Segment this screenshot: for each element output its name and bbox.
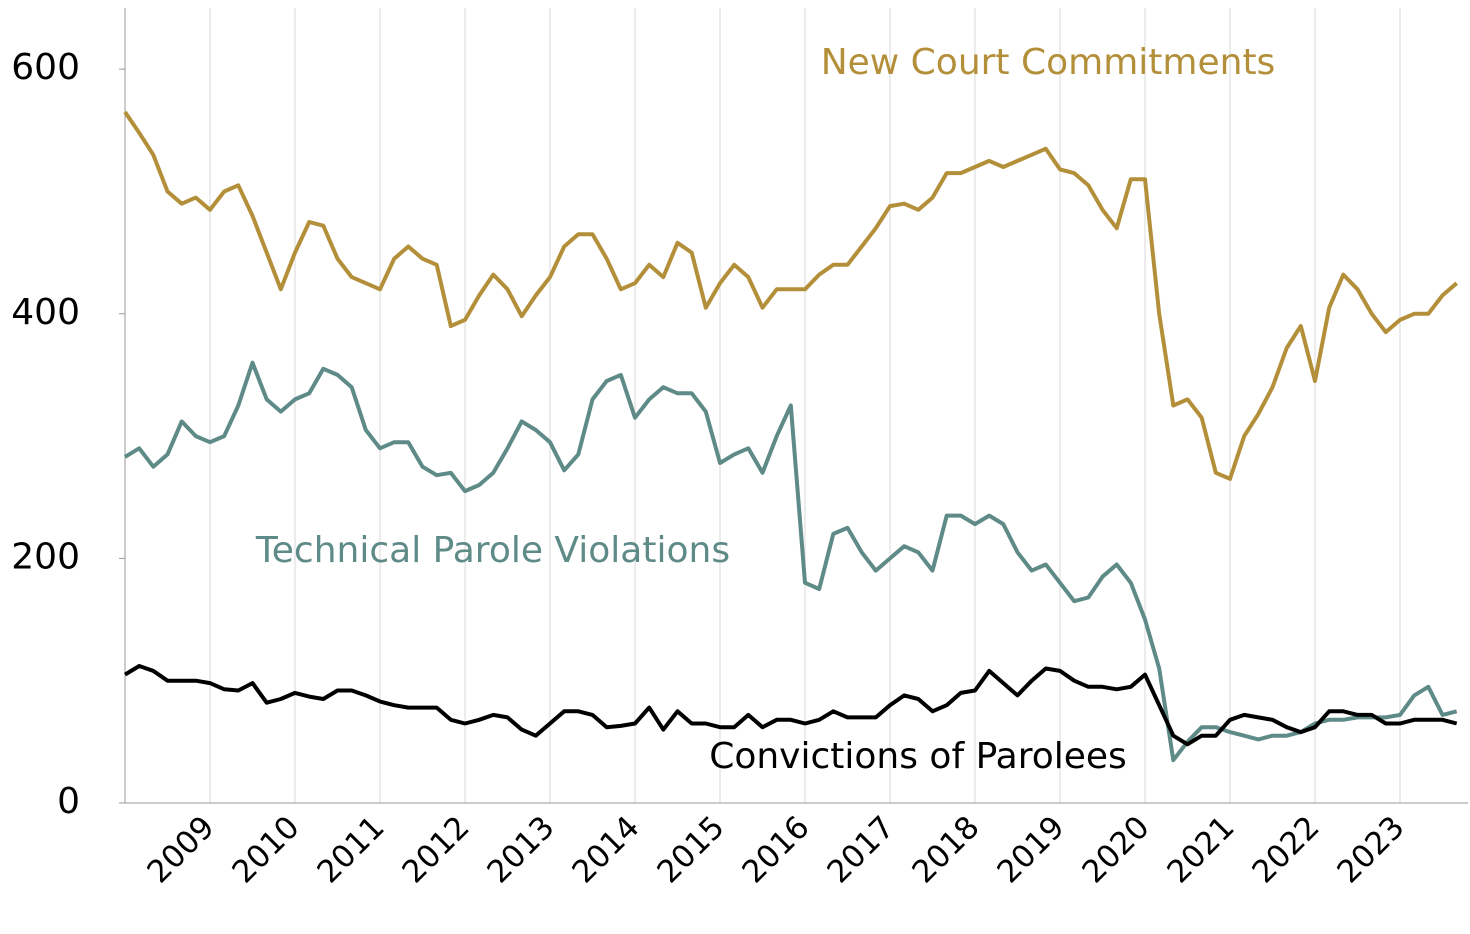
x-tick-label: 2022	[1245, 809, 1326, 890]
x-tick-label: 2018	[905, 809, 986, 890]
series-line	[123, 664, 1458, 747]
series-line	[123, 360, 1458, 763]
x-tick-label: 2015	[650, 809, 731, 890]
x-tick-label: 2009	[140, 809, 221, 890]
x-tick-label: 2019	[990, 809, 1071, 890]
series-label: Convictions of Parolees	[709, 736, 1127, 777]
series-label: New Court Commitments	[821, 42, 1276, 83]
x-tick-label: 2013	[480, 809, 561, 890]
y-tick-label: 600	[11, 47, 80, 88]
x-tick-label: 2016	[735, 809, 816, 890]
x-tick-label: 2010	[225, 809, 306, 890]
x-tick-label: 2023	[1330, 809, 1411, 890]
x-tick-label: 2017	[820, 809, 901, 890]
y-tick-label: 200	[11, 536, 80, 577]
y-tick-label: 400	[11, 292, 80, 333]
x-tick-label: 2011	[310, 809, 391, 890]
x-tick-label: 2021	[1160, 809, 1241, 890]
x-tick-label: 2014	[565, 809, 646, 890]
x-tick-label: 2012	[395, 809, 476, 890]
series-label: Technical Parole Violations	[255, 530, 730, 571]
series-line	[123, 110, 1459, 481]
x-tick-label: 2020	[1075, 809, 1156, 890]
y-tick-label: 0	[57, 781, 80, 822]
